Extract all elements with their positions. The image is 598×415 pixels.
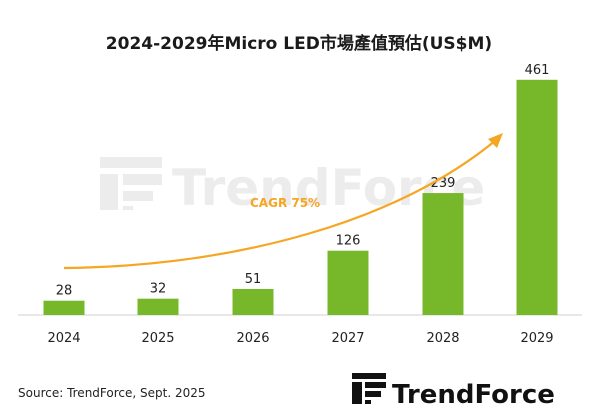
x-tick-labels: 2024 2025 2026 2027 2028 2029 <box>47 331 553 346</box>
cagr-arrowhead <box>488 133 503 148</box>
value-label-2029: 461 <box>525 63 550 78</box>
x-tick-label-2027: 2027 <box>331 331 364 346</box>
source-note: Source: TrendForce, Sept. 2025 <box>18 386 206 400</box>
x-tick-label-2024: 2024 <box>47 331 80 346</box>
bar-2029 <box>516 79 558 315</box>
brand-logo: TrendForce <box>352 373 555 410</box>
value-label-2027: 126 <box>336 234 361 249</box>
value-label-2026: 51 <box>245 272 262 287</box>
bar-2028 <box>422 193 464 315</box>
brand-logo-text: TrendForce <box>392 380 555 410</box>
value-label-2025: 32 <box>150 282 167 297</box>
bar-2025 <box>137 298 179 315</box>
bar-2027 <box>327 250 369 315</box>
x-tick-label-2025: 2025 <box>141 331 174 346</box>
x-tick-label-2026: 2026 <box>236 331 269 346</box>
cagr-curve <box>63 139 497 270</box>
bars <box>43 79 558 315</box>
value-label-2024: 28 <box>56 284 73 299</box>
trendforce-logo-icon <box>352 373 386 404</box>
bar-2024 <box>43 300 85 315</box>
chart-title: 2024-2029年Micro LED市場產值預估(US$M) <box>106 33 492 54</box>
x-tick-label-2029: 2029 <box>520 331 553 346</box>
x-tick-label-2028: 2028 <box>426 331 459 346</box>
watermark-logo-icon <box>100 157 162 210</box>
cagr-label: CAGR 75% <box>250 196 320 210</box>
bar-2026 <box>232 288 274 315</box>
